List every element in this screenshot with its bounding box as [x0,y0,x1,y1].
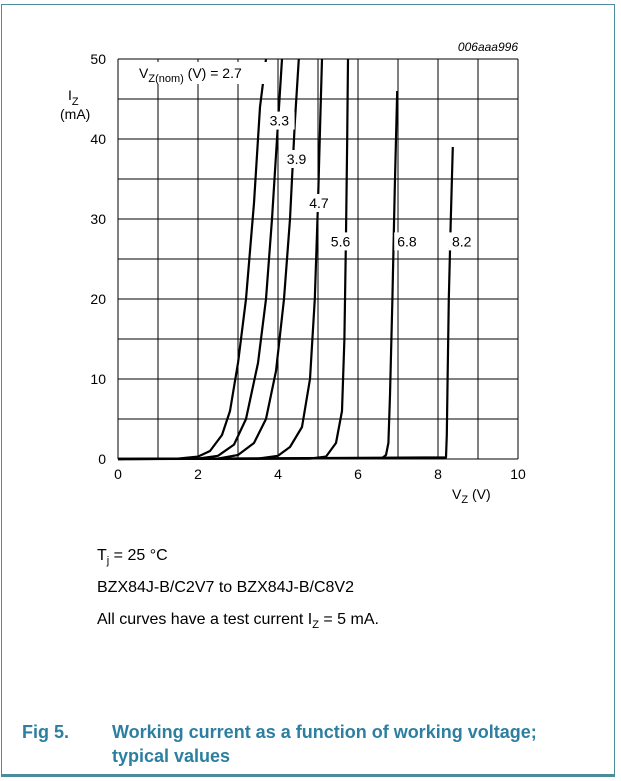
chart-notes: Tj = 25 °C BZX84J-B/C2V7 to BZX84J-B/C8V… [97,540,379,636]
curve-label-background [306,194,335,212]
chart-curves [117,58,454,461]
x-tick-label: 2 [194,466,202,482]
y-tick-label: 0 [98,451,106,467]
y-axis-unit: (mA) [60,106,90,122]
curve-label: 4.7 [309,195,329,211]
curve-label: 8.2 [452,233,472,249]
x-tick-label: 4 [274,466,282,482]
curve-label-background [266,111,295,130]
y-tick-label: 20 [90,291,106,307]
y-tick-label: 10 [90,371,106,387]
legend-label: VZ(nom) (V) = 2.7 [139,65,242,85]
curve-label: 3.9 [287,151,307,167]
y-tick-label: 30 [90,211,106,227]
x-tick-label: 0 [114,466,122,482]
x-tick-label: 10 [510,466,526,482]
test-current-note: All curves have a test current IZ = 5 mA… [97,611,379,632]
curve-label-background [449,232,477,251]
curve-label: 3.3 [270,113,290,129]
device-range-note: BZX84J-B/C2V7 to BZX84J-B/C8V2 [97,579,354,596]
curve-label: 6.8 [397,233,417,249]
chart-grid [117,58,519,460]
curve-label-background [283,150,312,168]
chart-labels: 0 2 4 6 8 10 0 10 20 30 40 50 006aaa996 IZ(mA) VZ (V) V… [60,40,526,506]
x-axis-label: VZ (V) [452,486,491,506]
curve-label-background [394,232,423,251]
figure-title: Working current as a function of working… [112,722,537,766]
curve-label-background [327,232,356,251]
y-tick-label: 40 [90,131,106,147]
curve-2.7 [117,58,268,461]
figure-number: Fig 5. [22,722,70,742]
x-tick-label: 8 [434,466,442,482]
y-tick-label: 50 [90,51,106,67]
curve-label: 5.6 [331,233,351,249]
y-axis-label: IZ [68,87,79,108]
curve-3.9 [117,58,300,461]
curve-3.3 [117,58,284,461]
curve-8.2 [117,146,454,461]
figure-frame [1,4,615,777]
junction-temperature-note: Tj = 25 °C [97,547,168,568]
chart: 0 2 4 6 8 10 0 10 20 30 40 50 006aaa996 IZ(mA) VZ (V) V… [60,40,526,506]
figure-code: 006aaa996 [458,40,518,54]
legend-label-background [136,62,270,84]
x-tick-label: 6 [354,466,362,482]
